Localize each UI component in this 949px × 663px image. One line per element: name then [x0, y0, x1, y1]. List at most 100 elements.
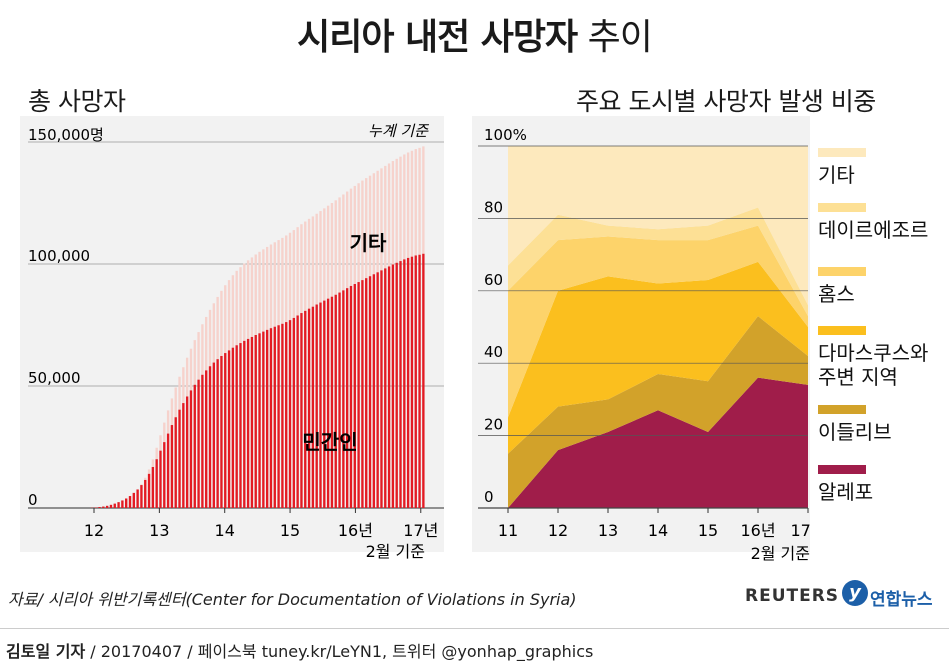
legend-item-homs: 홈스	[818, 267, 866, 306]
bar-other	[277, 240, 279, 325]
bar-civilian	[155, 459, 157, 508]
bar-other	[396, 159, 398, 263]
bar-civilian	[335, 295, 337, 508]
left-y-tick-100000: 100,000	[28, 247, 90, 265]
page-title: 시리아 내전 사망자 추이	[0, 8, 949, 60]
legend-swatch-deir	[818, 203, 866, 212]
bar-civilian	[228, 350, 230, 508]
left-y-tick-0: 0	[28, 491, 38, 509]
legend-item-idlib: 이들리브	[818, 405, 892, 444]
bar-civilian	[392, 264, 394, 508]
bar-other	[312, 216, 314, 306]
bar-civilian	[319, 303, 321, 508]
bar-civilian	[140, 485, 142, 508]
bar-other	[331, 203, 333, 297]
legend-swatch-homs	[818, 267, 866, 276]
bar-other	[243, 264, 245, 341]
bar-civilian	[403, 259, 405, 508]
bar-civilian	[209, 366, 211, 508]
right-x-tick-label: 17년	[790, 521, 810, 540]
bar-other	[258, 252, 260, 333]
bar-other	[281, 238, 283, 324]
bar-civilian	[216, 359, 218, 508]
bar-civilian	[285, 322, 287, 508]
bar-civilian	[239, 343, 241, 508]
label-civilian: 민간인	[302, 430, 357, 454]
bar-civilian	[277, 325, 279, 508]
bar-civilian	[354, 284, 356, 508]
bar-civilian	[316, 305, 318, 508]
bar-civilian	[369, 276, 371, 508]
bar-civilian	[163, 442, 165, 508]
left-x-tick-label: 17년	[403, 521, 438, 540]
bar-civilian	[117, 502, 119, 508]
left-chart: 150,000명 100,000 50,000 0 누계 기준 기타 민간인 1…	[0, 112, 470, 572]
bar-other	[304, 222, 306, 311]
bar-civilian	[136, 489, 138, 508]
bar-civilian	[342, 290, 344, 508]
bar-civilian	[300, 313, 302, 508]
bar-civilian	[270, 328, 272, 508]
bar-other	[422, 146, 424, 253]
bar-civilian	[422, 254, 424, 508]
legend-item-others: 기타	[818, 148, 866, 187]
bar-other	[373, 173, 375, 274]
bar-other	[327, 206, 329, 299]
bar-other	[190, 349, 192, 391]
bar-other	[194, 340, 196, 385]
bar-other	[201, 324, 203, 375]
bar-civilian	[411, 257, 413, 508]
left-x-tick-label: 12	[84, 521, 104, 540]
bar-civilian	[159, 451, 161, 508]
bar-other	[178, 377, 180, 410]
bar-other	[239, 267, 241, 343]
legend-swatch-aleppo	[818, 465, 866, 474]
legend-label-damascus: 다마스쿠스와 주변 지역	[818, 341, 946, 389]
bar-other	[236, 271, 238, 345]
bar-other	[369, 176, 371, 277]
footer-author: 김토일 기자	[6, 642, 85, 661]
bar-civilian	[289, 320, 291, 508]
bar-other	[316, 214, 318, 305]
bar-civilian	[232, 348, 234, 508]
bar-civilian	[304, 311, 306, 508]
bar-civilian	[418, 255, 420, 508]
bar-civilian	[133, 493, 135, 508]
bar-civilian	[152, 467, 154, 508]
bar-other	[224, 285, 226, 353]
bar-civilian	[224, 353, 226, 508]
bar-civilian	[346, 288, 348, 508]
bar-other	[346, 192, 348, 289]
bar-civilian	[205, 370, 207, 508]
bar-civilian	[148, 474, 150, 508]
right-y-tick: 60	[484, 271, 503, 289]
left-y-tick-150000: 150,000명	[28, 126, 104, 144]
bar-civilian	[396, 263, 398, 508]
left-note: 누계 기준	[368, 122, 429, 140]
bar-other	[140, 484, 142, 485]
legend-label-others: 기타	[818, 163, 866, 187]
bar-civilian	[293, 318, 295, 508]
left-x-tick-label: 14	[215, 521, 235, 540]
bar-civilian	[323, 301, 325, 508]
bar-civilian	[102, 507, 104, 508]
bar-civilian	[361, 280, 363, 508]
bar-other	[171, 398, 173, 425]
bar-civilian	[357, 282, 359, 508]
bar-other	[308, 219, 310, 309]
bar-civilian	[399, 261, 401, 508]
bar-other	[152, 459, 154, 467]
bar-civilian	[365, 278, 367, 508]
bar-other	[300, 224, 302, 313]
bar-other	[209, 310, 211, 366]
yonhap-logo-icon: y	[842, 580, 868, 606]
bar-civilian	[384, 268, 386, 508]
bar-civilian	[274, 327, 276, 508]
left-x-tick-label: 15	[280, 521, 300, 540]
bar-civilian	[296, 315, 298, 508]
bar-other	[228, 280, 230, 350]
bar-civilian	[243, 341, 245, 508]
bar-other	[155, 448, 157, 459]
bar-civilian	[178, 410, 180, 508]
title-suffix: 추이	[588, 17, 652, 58]
